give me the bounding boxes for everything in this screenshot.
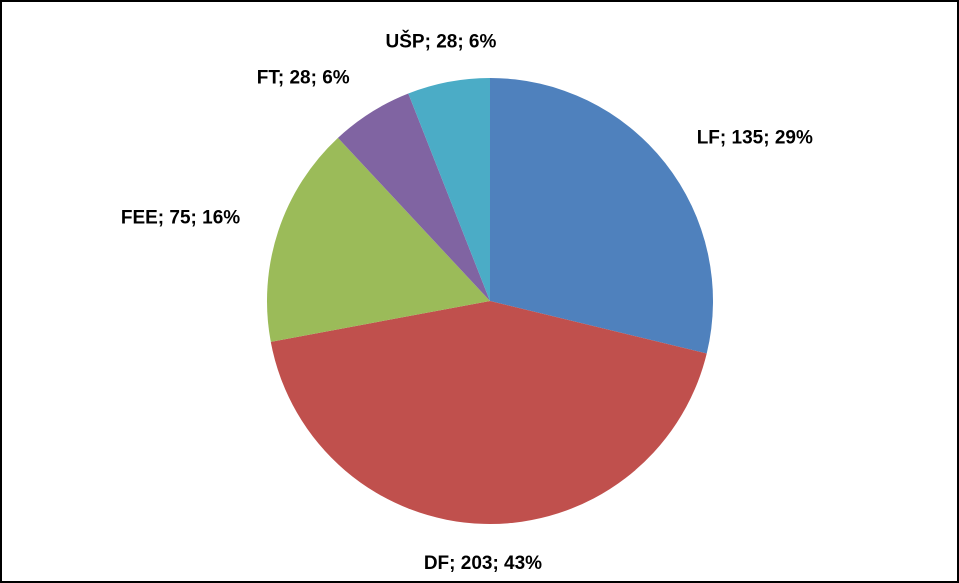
data-label: FT; 28; 6% — [257, 68, 350, 89]
pie-slice — [490, 78, 714, 354]
pie-slice — [270, 301, 707, 525]
pie-slice — [267, 137, 490, 342]
data-label: UŠP; 28; 6% — [386, 31, 497, 53]
data-label: FEE; 75; 16% — [121, 208, 240, 229]
pie-slice — [337, 93, 490, 301]
data-label: DF; 203; 43% — [424, 553, 542, 574]
data-label: LF; 135; 29% — [697, 127, 813, 148]
pie-slice — [408, 78, 490, 301]
